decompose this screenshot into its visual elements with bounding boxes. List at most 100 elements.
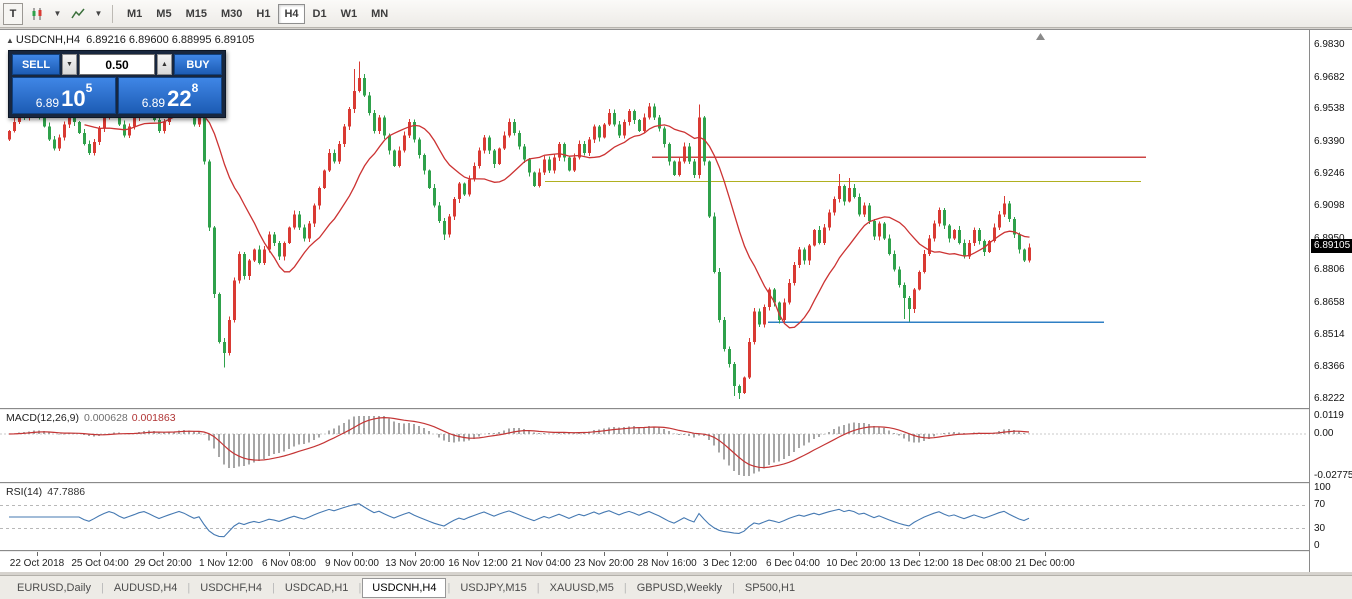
panel-separator[interactable] — [0, 408, 1352, 410]
time-axis-tick — [982, 552, 983, 556]
time-axis-label: 3 Dec 12:00 — [703, 558, 757, 569]
chevron-down-icon: ▼ — [66, 61, 73, 68]
price-axis-label: 6.8806 — [1314, 264, 1345, 276]
time-axis-label: 25 Oct 04:00 — [71, 558, 129, 569]
sell-price-prefix: 6.89 — [35, 96, 60, 110]
toolbar-handle[interactable]: T — [3, 2, 23, 25]
price-axis-label: 6.9830 — [1314, 39, 1345, 50]
sell-price-big: 10 — [61, 86, 86, 112]
chevron-up-icon: ▲ — [161, 61, 168, 68]
chart-tab-audusd[interactable]: AUDUSD,H4 — [113, 581, 178, 594]
price-axis-label: 70 — [1314, 499, 1326, 511]
time-axis-tick — [541, 552, 542, 556]
time-axis-tick — [667, 552, 668, 556]
sell-button[interactable]: SELL — [12, 54, 60, 75]
macd-name: MACD(12,26,9) — [6, 412, 79, 424]
indicators-button[interactable] — [66, 4, 90, 24]
chart-tab-usdchf[interactable]: USDCHF,H4 — [200, 581, 262, 594]
one-click-trading-panel: SELL ▼ ▲ BUY 6.89 10 5 6.89 22 8 — [8, 50, 226, 118]
time-axis[interactable]: 22 Oct 2018 25 Oct 04:00 29 Oct 20:00 1 Nov… — [0, 552, 1309, 572]
time-axis-tick — [730, 552, 731, 556]
chart-tab-sp500[interactable]: SP500,H1 — [744, 581, 796, 594]
chart-tab-eurusd[interactable]: EURUSD,Daily — [17, 581, 91, 594]
volume-input[interactable] — [79, 54, 155, 75]
rsi-name: RSI(14) — [6, 486, 43, 498]
price-axis-label: 30 — [1314, 522, 1326, 534]
rsi-label: RSI(14) 47.7886 — [6, 486, 85, 498]
time-axis-label: 6 Nov 08:00 — [262, 558, 316, 569]
tab-separator: | — [272, 581, 275, 594]
time-axis-label: 28 Nov 16:00 — [637, 558, 697, 569]
price-chart-panel[interactable]: ▲ USDCNH,H4 6.89216 6.89600 6.88995 6.8910… — [0, 30, 1308, 408]
chart-tab-xauusd[interactable]: XAUUSD,M5 — [549, 581, 614, 594]
panel-separator[interactable] — [0, 482, 1352, 484]
macd-canvas[interactable] — [0, 410, 1308, 482]
buy-price-big: 22 — [167, 86, 192, 112]
chart-tab-usdcad[interactable]: USDCAD,H1 — [284, 581, 349, 594]
timeframe-button-m1[interactable]: M1 — [121, 4, 148, 24]
timeframe-buttons: M1 M5 M15 M30 H1 H4 D1 W1 MN — [120, 3, 395, 24]
chart-type-button[interactable] — [25, 4, 49, 24]
timeframe-button-w1[interactable]: W1 — [335, 4, 364, 24]
volume-up-button[interactable]: ▲ — [157, 54, 172, 75]
macd-panel[interactable]: MACD(12,26,9) 0.000628 0.001863 — [0, 410, 1308, 482]
volume-down-button[interactable]: ▼ — [62, 54, 77, 75]
timeframe-button-d1[interactable]: D1 — [307, 4, 333, 24]
price-axis-label: 6.8514 — [1314, 328, 1345, 340]
buy-price-prefix: 6.89 — [141, 96, 166, 110]
chart-tabs-bar: EURUSD,Daily | AUDUSD,H4 | USDCHF,H4 | USDCAD,… — [0, 575, 1352, 599]
timeframe-button-h1[interactable]: H1 — [250, 4, 276, 24]
tab-separator: | — [447, 581, 451, 594]
price-axis-label: 6.9682 — [1314, 71, 1345, 83]
panel-separator[interactable] — [0, 550, 1352, 552]
buy-button[interactable]: BUY — [174, 54, 222, 75]
macd-signal-value: 0.001863 — [131, 412, 176, 424]
price-axis-label: -0.02775 — [1314, 470, 1352, 481]
chart-tab-usdjpy[interactable]: USDJPY,M15 — [460, 581, 527, 594]
price-axis-label: 6.9538 — [1314, 103, 1345, 115]
chart-tab-usdcnh[interactable]: USDCNH,H4 — [362, 577, 447, 598]
timeframe-button-m15[interactable]: M15 — [180, 4, 213, 24]
price-axis-label: 6.8222 — [1314, 393, 1345, 404]
price-axis-label: 0.00 — [1314, 428, 1334, 439]
chart-type-dropdown[interactable]: ▼ — [51, 4, 64, 24]
current-price-tag: 6.89105 — [1311, 239, 1352, 254]
candlestick-chart-icon — [32, 7, 42, 20]
sell-price-button[interactable]: 6.89 10 5 — [12, 77, 116, 114]
time-axis-tick — [1045, 552, 1046, 556]
time-axis-label: 13 Dec 12:00 — [889, 558, 949, 569]
chevron-down-icon: ▼ — [94, 9, 103, 18]
tab-separator: | — [100, 581, 104, 594]
indicator-line-icon — [71, 8, 85, 18]
time-axis-label: 9 Nov 00:00 — [325, 558, 379, 569]
timeframe-button-mn[interactable]: MN — [365, 4, 394, 24]
top-toolbar: T ▼ ▼ M1 M5 M15 M30 H1 H4 D1 W1 MN — [0, 0, 1352, 28]
rsi-canvas[interactable] — [0, 484, 1308, 550]
chart-title: ▲ USDCNH,H4 6.89216 6.89600 6.88995 6.8910… — [6, 34, 254, 46]
macd-label: MACD(12,26,9) 0.000628 0.001863 — [6, 412, 176, 424]
chevron-down-icon: ▼ — [53, 9, 62, 18]
rsi-panel[interactable]: RSI(14) 47.7886 — [0, 484, 1308, 550]
buy-price-button[interactable]: 6.89 22 8 — [118, 77, 222, 114]
time-axis-tick — [919, 552, 920, 556]
time-axis-tick — [37, 552, 38, 556]
time-axis-label: 29 Oct 20:00 — [134, 558, 192, 569]
price-axis-label: 6.8950 — [1314, 232, 1345, 244]
price-axis[interactable]: 6.9830 6.9682 6.9538 6.9390 6.9246 6.9098 6.89… — [1309, 30, 1352, 572]
time-axis-tick — [478, 552, 479, 556]
timeframe-button-m30[interactable]: M30 — [215, 4, 248, 24]
chart-tab-gbpusd[interactable]: GBPUSD,Weekly — [636, 581, 723, 594]
sell-price-sup: 5 — [85, 81, 93, 95]
time-axis-tick — [352, 552, 353, 556]
indicators-dropdown[interactable]: ▼ — [92, 4, 105, 24]
timeframe-button-h4[interactable]: H4 — [278, 3, 305, 24]
time-axis-label: 1 Nov 12:00 — [199, 558, 253, 569]
price-axis-label: 6.8366 — [1314, 361, 1345, 373]
tab-separator: | — [732, 581, 735, 594]
timeframe-button-m5[interactable]: M5 — [150, 4, 177, 24]
time-axis-label: 18 Dec 08:00 — [952, 558, 1012, 569]
price-axis-label: 100 — [1314, 482, 1331, 493]
time-axis-label: 10 Dec 20:00 — [826, 558, 886, 569]
price-axis-label: 0.0119 — [1314, 410, 1344, 421]
candlestick-canvas[interactable] — [0, 30, 1308, 408]
